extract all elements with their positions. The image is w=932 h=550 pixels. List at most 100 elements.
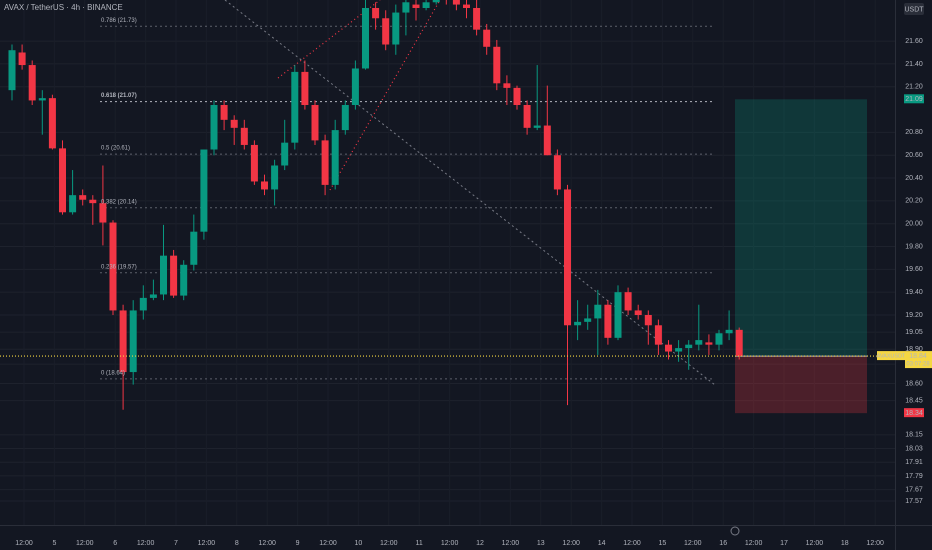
candle-body (382, 18, 390, 45)
price-label: 18.84 (909, 353, 927, 360)
x-tick-label: 12:00 (380, 540, 398, 547)
x-tick-label: 9 (296, 540, 300, 547)
candle-body (432, 0, 440, 3)
symbol-badge (877, 351, 905, 361)
x-tick-label: 12:00 (623, 540, 641, 547)
stop-loss-zone (735, 356, 867, 414)
take-profit-zone (735, 99, 867, 357)
currency-badge (904, 3, 924, 15)
x-tick-label: 13 (537, 540, 545, 547)
x-tick-label: 12:00 (319, 540, 337, 547)
candle-body (271, 165, 279, 190)
y-tick-label: 18.60 (905, 380, 923, 387)
x-tick-label: 12:00 (562, 540, 580, 547)
candle-body (483, 29, 491, 47)
fib-label: 0 (18.64) (101, 370, 125, 376)
candle-body (99, 203, 107, 223)
candle-body (614, 292, 622, 338)
candle-body (230, 119, 238, 128)
candle-body (584, 318, 592, 322)
candle-body (675, 348, 683, 352)
y-tick-label: 17.67 (905, 486, 923, 493)
stop-badge (904, 408, 924, 418)
candle-body (250, 144, 258, 182)
candle-body (220, 105, 228, 120)
candles (8, 0, 743, 410)
candle-body (69, 195, 77, 213)
grid (0, 40, 895, 502)
candle-body (543, 125, 551, 156)
candle-body (8, 50, 16, 91)
candle-body (341, 105, 349, 131)
x-tick-label: 15 (659, 540, 667, 547)
price-badge (905, 351, 932, 369)
x-tick-label: 12:00 (258, 540, 276, 547)
fib-label: 0.5 (20.61) (101, 146, 130, 152)
x-tick-label: 6 (113, 540, 117, 547)
y-tick-label: 19.20 (905, 312, 923, 319)
fib-label: 0.236 (19.57) (101, 264, 137, 270)
candle-body (463, 4, 470, 8)
candle-body (170, 255, 178, 296)
y-tick-label: 18.45 (905, 397, 923, 404)
x-tick-label: 16 (719, 540, 727, 547)
candle-body (513, 87, 521, 105)
candle-body (452, 0, 460, 5)
candle-body (281, 142, 289, 166)
x-tick-label: 12:00 (684, 540, 702, 547)
candle-body (48, 98, 56, 149)
candle-body (523, 105, 531, 128)
y-tick-label: 21.40 (905, 61, 923, 68)
x-tick-label: 14 (598, 540, 606, 547)
candle-body (402, 2, 410, 13)
y-tick-label: 17.79 (905, 473, 923, 480)
candle-body (190, 231, 198, 265)
candle-body (89, 199, 97, 204)
candle-body (119, 310, 127, 373)
candle-body (392, 12, 400, 45)
trend-line (224, 0, 716, 386)
channel-line (329, 0, 441, 191)
x-tick-label: 18 (841, 540, 849, 547)
fib-label: 0.382 (20.14) (101, 199, 137, 205)
y-tick-label: 20.40 (905, 175, 923, 182)
x-tick-label: 12:00 (76, 540, 94, 547)
candle-body (28, 65, 36, 101)
target-label: 21.09 (905, 96, 923, 103)
candle-body (604, 304, 612, 338)
candle-body (160, 255, 167, 295)
candle-body (291, 71, 299, 143)
candle-body (311, 105, 319, 141)
candle-body (180, 264, 188, 296)
x-tick-label: 17 (780, 540, 788, 547)
candle-body (351, 68, 359, 105)
candle-body (109, 222, 117, 311)
x-tick-label: 12:00 (441, 540, 459, 547)
go-to-realtime[interactable] (730, 526, 740, 536)
x-tick-label: 12:00 (806, 540, 824, 547)
countdown-label: 03:07:28 (906, 362, 930, 368)
candle-body (331, 130, 339, 185)
y-tick-label: 18.15 (905, 432, 923, 439)
y-tick-label: 20.00 (905, 221, 923, 228)
y-tick-label: 20.80 (905, 129, 923, 136)
candle-body (715, 333, 723, 345)
stop-label: 18.34 (905, 410, 923, 417)
candle-body (301, 71, 309, 105)
candle-body (149, 294, 157, 298)
candle-body (553, 155, 561, 190)
chart-title: AVAX / TetherUS · 4h · BINANCE (4, 3, 123, 12)
candle-body (210, 105, 218, 150)
y-tick-label: 20.20 (905, 198, 923, 205)
y-tick-label: 17.57 (905, 498, 923, 505)
y-tick-label: 19.60 (905, 266, 923, 273)
candle-body (59, 148, 66, 213)
x-tick-label: 10 (355, 540, 363, 547)
x-tick-label: 12:00 (745, 540, 763, 547)
y-tick-label: 18.03 (905, 445, 923, 452)
candle-body (261, 181, 268, 190)
x-tick-label: 12:00 (198, 540, 216, 547)
candle-body (685, 344, 693, 349)
drawings (100, 0, 867, 414)
candle-body (725, 329, 733, 334)
